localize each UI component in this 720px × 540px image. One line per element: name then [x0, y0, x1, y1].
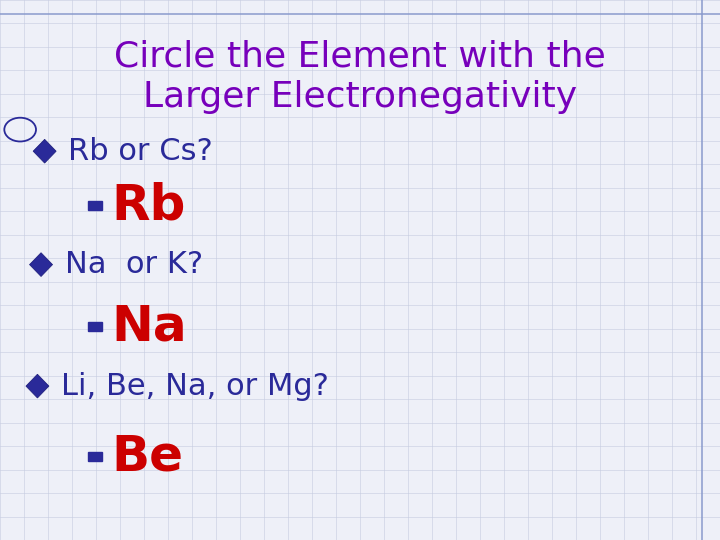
- Polygon shape: [88, 201, 102, 210]
- Polygon shape: [26, 374, 49, 398]
- Polygon shape: [33, 139, 56, 163]
- Text: Na: Na: [112, 303, 187, 350]
- Polygon shape: [88, 452, 102, 461]
- Text: Rb or Cs?: Rb or Cs?: [68, 137, 213, 166]
- Text: Circle the Element with the: Circle the Element with the: [114, 40, 606, 73]
- Text: Na  or K?: Na or K?: [65, 250, 203, 279]
- Text: Larger Electronegativity: Larger Electronegativity: [143, 80, 577, 114]
- Text: Li, Be, Na, or Mg?: Li, Be, Na, or Mg?: [61, 372, 329, 401]
- Polygon shape: [88, 322, 102, 331]
- Text: Be: Be: [112, 433, 184, 480]
- Polygon shape: [30, 253, 53, 276]
- Text: Rb: Rb: [112, 181, 186, 229]
